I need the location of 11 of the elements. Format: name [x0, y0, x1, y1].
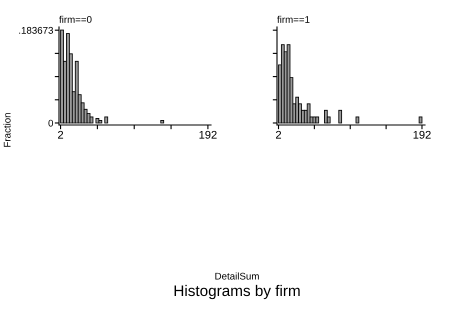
x-tick-label: 192 [199, 130, 217, 139]
chart-title: firm==1 [277, 16, 310, 23]
text: Histograms by firm [174, 284, 300, 300]
x-tick-label: 2 [58, 130, 64, 139]
x-tick-label: 192 [414, 130, 431, 139]
y-tick-label: .183673 [19, 26, 54, 34]
chart-title: firm==0 [59, 16, 92, 23]
x-axis-title: DetailSum [215, 272, 259, 280]
y-tick-label: 0 [48, 120, 54, 127]
y-axis-title: Fraction [3, 113, 11, 147]
x-tick-label: 2 [276, 130, 282, 139]
